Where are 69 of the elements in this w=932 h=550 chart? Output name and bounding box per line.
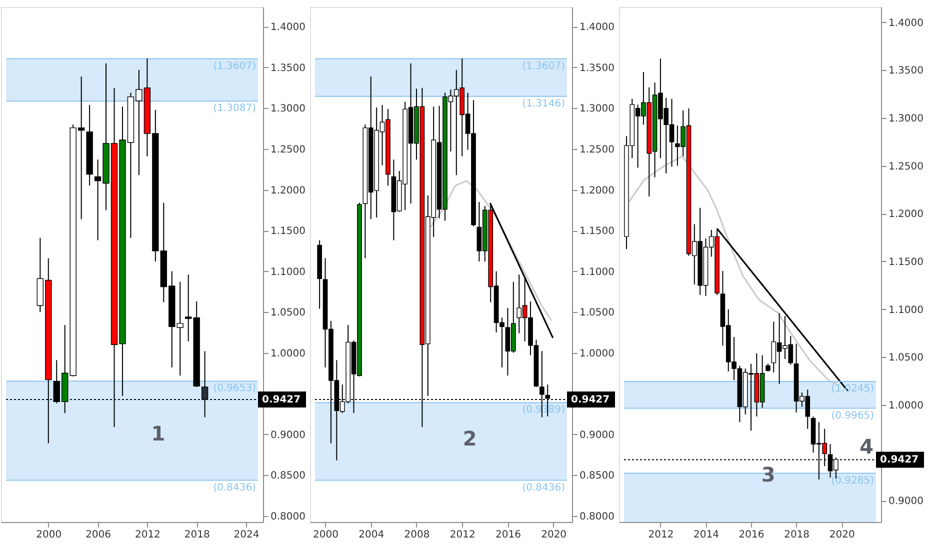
x-tick-label: 2008 [404,530,430,540]
y-tick-label: 1.1000 [270,266,306,278]
annotation: 2 [462,426,477,451]
y-tick-label: 1.0500 [270,308,306,319]
y-tick-label: 1.0500 [580,308,614,319]
candlestick [176,281,184,376]
x-tick-label: 2012 [648,530,674,540]
ref-line-label: 0.9427 [262,394,301,406]
ref-line-label: 0.9427 [571,394,610,406]
y-tick-label: 1.2000 [580,185,614,196]
y-tick-label: 0.8500 [270,470,306,482]
ref-line-label: (0.9653) [213,383,256,394]
ref-line-label: (0.8436) [213,482,256,494]
x-tick-label: 2018 [784,530,810,540]
y-tick-label: 1.2500 [270,144,306,156]
y-tick-label: 1.1500 [270,226,306,238]
y-tick-label: 1.1500 [580,226,614,238]
y-tick-label: 0.8000 [580,511,614,522]
y-tick-label: 0.9000 [580,430,614,441]
annotation: 4 [860,434,874,458]
ref-line-label: (1.3607) [522,60,566,72]
y-tick-label: 1.0000 [888,400,924,412]
ref-line-label: (0.8436) [522,482,566,494]
y-tick-label: 1.0500 [888,352,924,364]
y-tick-label: 1.2000 [270,185,306,196]
ref-line-label: (1.3087) [213,103,256,114]
x-tick-label: 2014 [694,530,719,540]
ref-line-label: 0.9427 [880,454,919,466]
annotation: 3 [761,462,776,487]
y-tick-label: 1.4000 [270,22,306,34]
x-tick-label: 2024 [234,530,260,540]
y-tick-label: 1.2500 [580,144,614,156]
y-tick-label: 0.8500 [580,470,614,482]
x-tick-label: 2012 [450,530,476,540]
x-tick-label: 2000 [36,530,62,540]
y-tick-label: 1.3000 [888,113,924,124]
y-tick-label: 1.4000 [580,22,614,34]
ref-line-label: (1.3146) [522,98,566,110]
y-tick-label: 1.3500 [270,62,306,74]
x-tick-label: 2012 [134,530,160,540]
x-tick-label: 2006 [86,530,112,540]
ref-line-label: (0.9965) [831,410,874,422]
line-series [430,180,552,321]
x-tick-label: 2020 [829,530,855,540]
y-tick-label: 1.1000 [888,304,924,316]
line-series [628,155,837,385]
y-tick-label: 1.3000 [270,104,306,115]
y-tick-label: 1.1500 [888,256,924,268]
x-tick-label: 2004 [358,530,384,540]
x-tick-label: 2016 [495,530,521,540]
y-tick-label: 0.9000 [270,430,306,441]
x-tick-label: 2016 [738,530,764,540]
ref-line-label: (0.9285) [831,475,874,486]
x-tick-label: 2018 [184,530,210,540]
x-tick-label: 2000 [313,530,338,540]
y-tick-label: 1.3500 [580,62,614,74]
y-tick-label: 1.1000 [580,266,614,278]
y-tick-label: 1.2500 [888,161,924,172]
y-tick-label: 1.3500 [888,66,924,77]
y-tick-label: 1.4000 [888,18,924,29]
y-tick-label: 0.9000 [888,496,924,508]
annotation: 1 [151,421,166,446]
y-tick-label: 1.0000 [580,348,614,360]
y-tick-label: 1.3000 [580,104,614,115]
ref-line-label: (1.3607) [213,60,256,72]
y-tick-label: 1.0000 [270,348,306,360]
y-tick-label: 0.8000 [270,511,306,522]
x-tick-label: 2020 [541,530,567,540]
y-tick-label: 1.2000 [888,209,924,220]
